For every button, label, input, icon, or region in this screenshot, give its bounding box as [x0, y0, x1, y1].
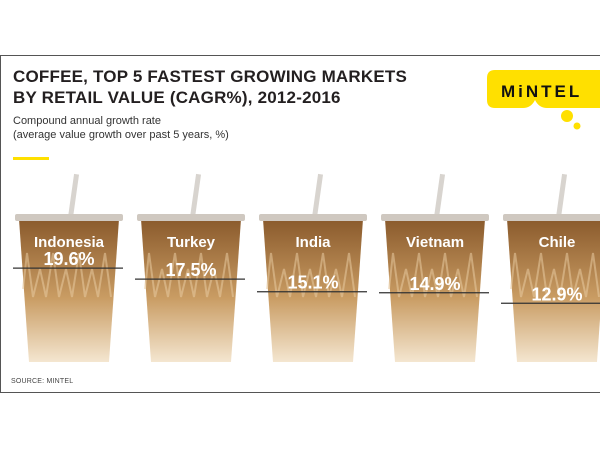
value-label-turkey: 17.5% [165, 260, 216, 280]
lid-chile [503, 214, 600, 221]
straw-india [311, 173, 324, 219]
category-label-india: India [295, 234, 331, 251]
straw-vietnam [433, 173, 446, 219]
lid-indonesia [15, 214, 123, 221]
foam-indonesia [22, 252, 112, 298]
bar-turkey [141, 219, 241, 362]
value-label-chile: 12.9% [531, 284, 582, 304]
infographic-frame: COFFEE, TOP 5 FASTEST GROWING MARKETS BY… [0, 55, 600, 393]
source-note: SOURCE: MINTEL [11, 378, 74, 385]
chart-subtitle: Compound annual growth rate (average val… [13, 114, 229, 142]
category-label-indonesia: Indonesia [34, 234, 105, 251]
straw-turkey [189, 173, 202, 219]
foam-vietnam [388, 252, 478, 298]
chart-title: COFFEE, TOP 5 FASTEST GROWING MARKETS BY… [13, 66, 453, 108]
lid-india [259, 214, 367, 221]
bar-india [263, 219, 363, 362]
category-label-turkey: Turkey [167, 234, 216, 251]
value-label-vietnam: 14.9% [409, 274, 460, 294]
lid-vietnam [381, 214, 489, 221]
chart-subtitle-line-1: Compound annual growth rate [13, 115, 161, 127]
logo-text: MiNTEL [501, 82, 582, 101]
straw-chile [555, 173, 568, 219]
value-label-indonesia: 19.6% [43, 249, 94, 269]
accent-bar [13, 157, 49, 160]
category-label-vietnam: Vietnam [406, 234, 464, 251]
category-label-chile: Chile [539, 234, 576, 251]
foam-chile [510, 252, 600, 298]
straw-indonesia [67, 173, 80, 219]
chart-subtitle-line-2: (average value growth over past 5 years,… [13, 129, 229, 141]
foam-india [266, 252, 356, 298]
value-label-india: 15.1% [287, 273, 338, 293]
foam-turkey [144, 252, 234, 298]
bar-vietnam [385, 219, 485, 362]
lid-turkey [137, 214, 245, 221]
bar-chile [507, 219, 600, 362]
bar-indonesia [19, 219, 119, 362]
chart-title-line-1: COFFEE, TOP 5 FASTEST GROWING MARKETS [13, 67, 408, 86]
mintel-logo: MiNTEL [487, 70, 600, 130]
chart-title-line-2: BY RETAIL VALUE (CAGR%), 2012-2016 [13, 88, 341, 107]
